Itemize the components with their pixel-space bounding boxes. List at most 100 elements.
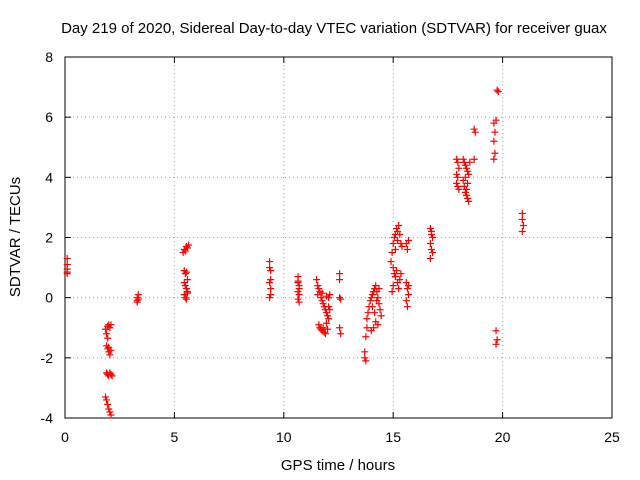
data-point (454, 158, 462, 166)
data-point (326, 306, 334, 314)
data-point (324, 312, 332, 320)
grid (65, 57, 612, 418)
x-tick-label: 15 (385, 429, 401, 445)
y-tick-label: 0 (45, 290, 53, 306)
data-point (368, 291, 376, 299)
data-point (266, 294, 274, 302)
data-point (184, 276, 192, 284)
data-point (389, 264, 397, 272)
data-point (390, 234, 398, 241)
data-point (133, 298, 141, 306)
data-point (324, 325, 332, 333)
data-point (388, 249, 396, 257)
data-point (368, 303, 376, 311)
data-point (391, 273, 399, 281)
data-point (336, 276, 344, 284)
x-tick-label: 25 (604, 429, 620, 445)
x-tick-label: 0 (61, 429, 69, 445)
y-tick-label: 4 (45, 169, 53, 185)
data-point (362, 357, 370, 365)
data-point (103, 330, 111, 338)
data-point (105, 343, 113, 351)
data-point (392, 267, 400, 275)
data-point (377, 312, 385, 320)
data-point (325, 315, 333, 323)
data-point (391, 246, 399, 254)
data-point (103, 396, 111, 404)
plot-frame (64, 56, 613, 419)
data-point (490, 155, 498, 163)
data-point (294, 288, 302, 296)
data-point (374, 321, 382, 329)
data-point (294, 277, 302, 285)
axis-ticks: 0 5 10 15 20 25 -4 -2 0 2 4 6 8 (41, 49, 620, 445)
data-point (314, 282, 322, 290)
data-point (518, 209, 526, 217)
data-point (182, 285, 190, 293)
data-point (104, 334, 112, 342)
y-tick-label: 6 (45, 109, 53, 125)
data-point (182, 295, 190, 303)
data-point (181, 270, 189, 278)
data-point (325, 294, 333, 302)
data-point (314, 291, 322, 299)
data-point (337, 330, 345, 338)
data-point (464, 167, 472, 175)
data-point (389, 282, 397, 290)
data-point (461, 188, 469, 196)
data-point (181, 294, 189, 302)
y-tick-label: -4 (41, 410, 54, 426)
data-point (403, 303, 411, 311)
data-point (429, 234, 437, 241)
data-point (318, 289, 326, 297)
data-point (371, 309, 379, 317)
data-point (388, 288, 396, 296)
data-point (375, 285, 383, 293)
data-point (363, 324, 371, 332)
data-point (184, 289, 192, 297)
data-point (464, 179, 472, 187)
data-point (455, 185, 463, 193)
y-tick-label: -2 (41, 350, 54, 366)
data-point (364, 309, 372, 317)
data-point (387, 258, 395, 266)
data-point (429, 249, 437, 257)
data-point (317, 294, 325, 302)
data-point (180, 291, 188, 299)
data-point (464, 194, 472, 202)
data-point (426, 255, 434, 263)
data-point (104, 400, 112, 408)
data-point (322, 309, 330, 317)
data-point (363, 315, 371, 323)
data-point (373, 297, 381, 305)
data-point (318, 297, 326, 305)
data-point (454, 182, 462, 190)
data-point (459, 155, 467, 163)
data-point (362, 333, 370, 341)
data-point (322, 319, 330, 327)
data-point (267, 267, 275, 275)
data-point (492, 340, 500, 348)
data-point (107, 321, 115, 329)
data-point (372, 282, 380, 290)
data-point (462, 164, 470, 172)
data-point (491, 128, 499, 136)
data-point (266, 279, 274, 287)
data-point (492, 116, 500, 124)
data-point (395, 221, 403, 229)
y-axis-label: SDTVAR / TECUs (7, 177, 24, 297)
data-point (405, 237, 413, 245)
data-point (366, 297, 374, 305)
data-point (405, 291, 413, 299)
data-point (267, 291, 275, 299)
data-point (319, 324, 327, 332)
data-point (494, 88, 502, 96)
data-point (462, 191, 470, 199)
data-point (295, 285, 303, 293)
x-axis-label: GPS time / hours (281, 457, 395, 474)
data-point (470, 155, 478, 163)
data-point (325, 303, 333, 311)
data-point (493, 86, 501, 94)
data-point (294, 295, 302, 303)
